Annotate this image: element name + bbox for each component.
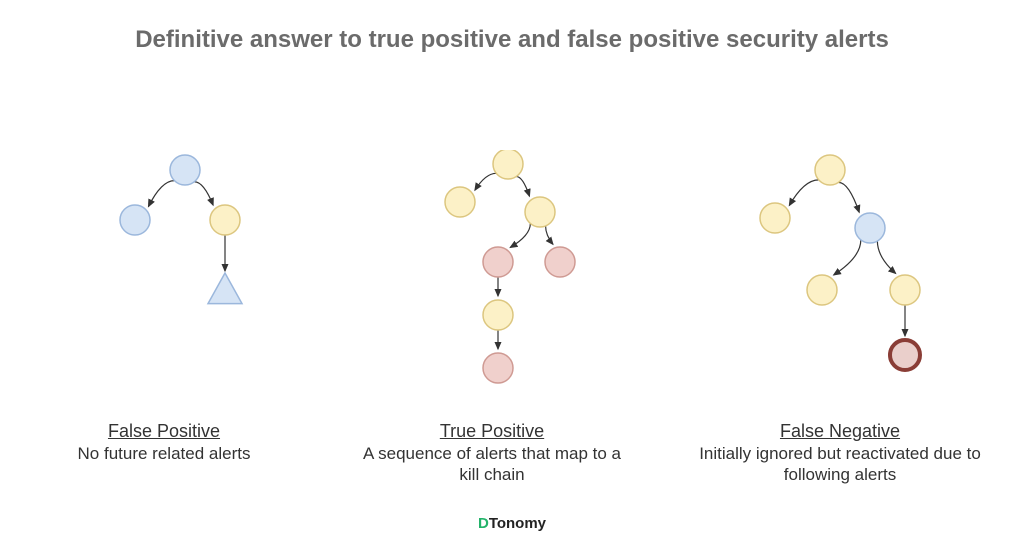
caption-heading: False Negative: [690, 420, 990, 443]
edge: [148, 181, 174, 207]
node-circle: [760, 203, 790, 233]
edge: [877, 241, 895, 273]
edge: [834, 240, 861, 275]
page-title: Definitive answer to true positive and f…: [0, 26, 1024, 54]
node-circle: [855, 213, 885, 243]
node-circle: [807, 275, 837, 305]
logo-text: Tonomy: [489, 515, 546, 532]
caption-heading: True Positive: [362, 420, 622, 443]
edge: [194, 182, 213, 205]
edge: [546, 226, 553, 244]
edge: [510, 223, 530, 247]
node-circle: [890, 275, 920, 305]
node-circle: [483, 247, 513, 277]
footer-logo: DTonomy: [0, 515, 1024, 532]
node-circle: [445, 187, 475, 217]
caption-false-negative: False Negative Initially ignored but rea…: [690, 420, 990, 485]
edge: [516, 176, 529, 196]
node-triangle: [208, 273, 242, 304]
node-circle: [525, 197, 555, 227]
node-circle: [890, 340, 920, 370]
node-circle: [120, 205, 150, 235]
caption-heading: False Positive: [34, 420, 294, 443]
caption-body: No future related alerts: [34, 443, 294, 464]
page-root: Definitive answer to true positive and f…: [0, 0, 1024, 546]
node-circle: [493, 150, 523, 179]
node-circle: [483, 353, 513, 383]
edge: [839, 182, 860, 212]
logo-accent-letter: D: [478, 515, 489, 532]
caption-body: A sequence of alerts that map to a kill …: [362, 443, 622, 486]
edge: [475, 173, 496, 190]
node-circle: [815, 155, 845, 185]
caption-body: Initially ignored but reactivated due to…: [690, 443, 990, 486]
edge: [789, 180, 818, 206]
diagram-svg: [0, 150, 1024, 410]
caption-false-positive: False Positive No future related alerts: [34, 420, 294, 485]
node-circle: [210, 205, 240, 235]
node-circle: [170, 155, 200, 185]
captions-row: False Positive No future related alerts …: [0, 420, 1024, 485]
node-circle: [545, 247, 575, 277]
node-circle: [483, 300, 513, 330]
caption-true-positive: True Positive A sequence of alerts that …: [362, 420, 622, 485]
